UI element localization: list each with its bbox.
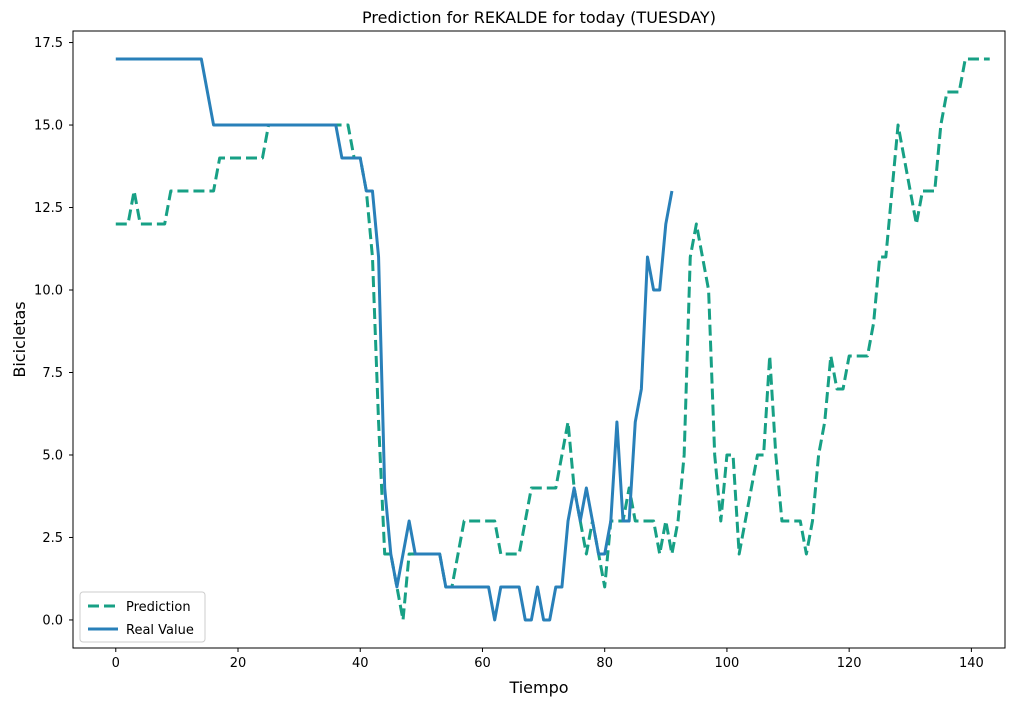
y-tick-label: 17.5 <box>34 36 63 51</box>
x-tick-label: 40 <box>352 656 369 671</box>
legend-label-prediction: Prediction <box>126 600 191 615</box>
y-tick-label: 0.0 <box>42 613 63 628</box>
series-line-prediction <box>115 57 990 622</box>
x-tick-label: 100 <box>715 656 740 671</box>
y-tick-label: 12.5 <box>34 201 63 216</box>
x-tick-label: 120 <box>837 656 862 671</box>
y-axis-label: Bicicletas <box>10 301 29 377</box>
x-tick-label: 60 <box>474 656 491 671</box>
legend: Prediction Real Value <box>79 591 206 643</box>
y-tick-label: 7.5 <box>42 366 63 381</box>
series-line-real-value <box>115 57 674 622</box>
x-tick-label: 20 <box>230 656 247 671</box>
plot-area-frame <box>72 30 1006 649</box>
legend-label-real-value: Real Value <box>126 623 194 638</box>
y-tick-label: 2.5 <box>42 531 63 546</box>
y-axis-ticks: 0.0 2.5 5.0 7.5 10.0 12.5 15.0 17.5 <box>34 36 73 628</box>
x-tick-label: 80 <box>596 656 613 671</box>
y-tick-label: 10.0 <box>34 284 63 299</box>
chart-title: Prediction for REKALDE for today (TUESDA… <box>362 8 716 27</box>
x-tick-label: 0 <box>112 656 120 671</box>
plot-series <box>115 57 990 622</box>
x-axis-label: Tiempo <box>508 678 568 697</box>
y-tick-label: 15.0 <box>34 119 63 134</box>
x-tick-label: 140 <box>959 656 984 671</box>
y-tick-label: 5.0 <box>42 448 63 463</box>
x-axis-ticks: 0 20 40 60 80 100 120 140 <box>112 648 984 671</box>
